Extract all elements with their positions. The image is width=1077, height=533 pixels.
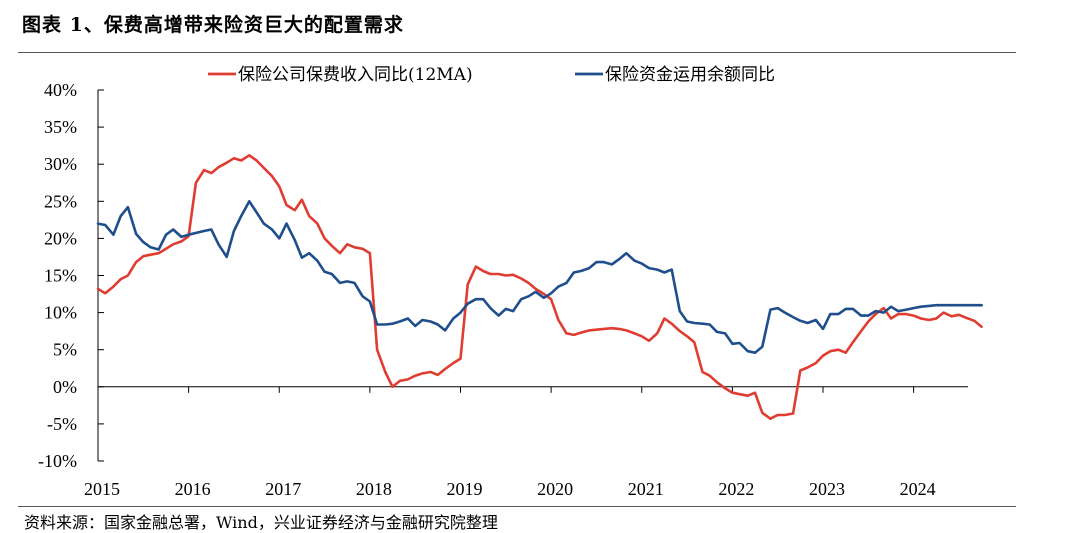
chart-series (96, 154, 983, 420)
series-line-1 (96, 154, 983, 420)
legend-label-2: 保险资金运用余额同比 (605, 65, 775, 85)
title-divider (18, 52, 1016, 53)
y-tick-label: 15% (44, 266, 77, 286)
y-tick-label: 40% (44, 80, 77, 100)
y-tick-label: 35% (44, 117, 77, 137)
x-tick-label: 2016 (175, 479, 211, 499)
x-tick-label: 2023 (809, 479, 845, 499)
legend-label-1: 保险公司保费收入同比(12MA) (238, 65, 473, 85)
chart-axes: -10% -5% 0% 5% 10% 15% 20% 25% 30% 35% 40% 2015 2016… (38, 80, 968, 499)
y-tick-label: 5% (53, 340, 77, 360)
x-tick-label: 2024 (900, 479, 936, 499)
y-tick-label: -5% (47, 414, 77, 434)
x-tick-label: 2019 (447, 479, 483, 499)
y-tick-label: 30% (44, 154, 77, 174)
x-tick-label: 2021 (628, 479, 664, 499)
y-tick-label: 20% (44, 228, 77, 248)
chart-legend: 保险公司保费收入同比(12MA) 保险资金运用余额同比 (208, 65, 775, 85)
source-note: 资料来源：国家金融总署，Wind，兴业证券经济与金融研究院整理 (24, 513, 498, 532)
source-divider (18, 506, 1016, 507)
x-tick-label: 2022 (718, 479, 754, 499)
x-tick-label: 2018 (356, 479, 392, 499)
y-tick-label: 0% (53, 377, 77, 397)
figure-title: 图表 1、保费高增带来险资巨大的配置需求 (22, 14, 404, 36)
x-tick-label: 2017 (265, 479, 301, 499)
x-tick-label: 2020 (537, 479, 573, 499)
y-tick-label: 10% (44, 303, 77, 323)
series-line-2 (96, 200, 983, 354)
y-tick-label: -10% (38, 451, 77, 471)
y-tick-label: 25% (44, 191, 77, 211)
x-tick-label: 2015 (84, 479, 120, 499)
